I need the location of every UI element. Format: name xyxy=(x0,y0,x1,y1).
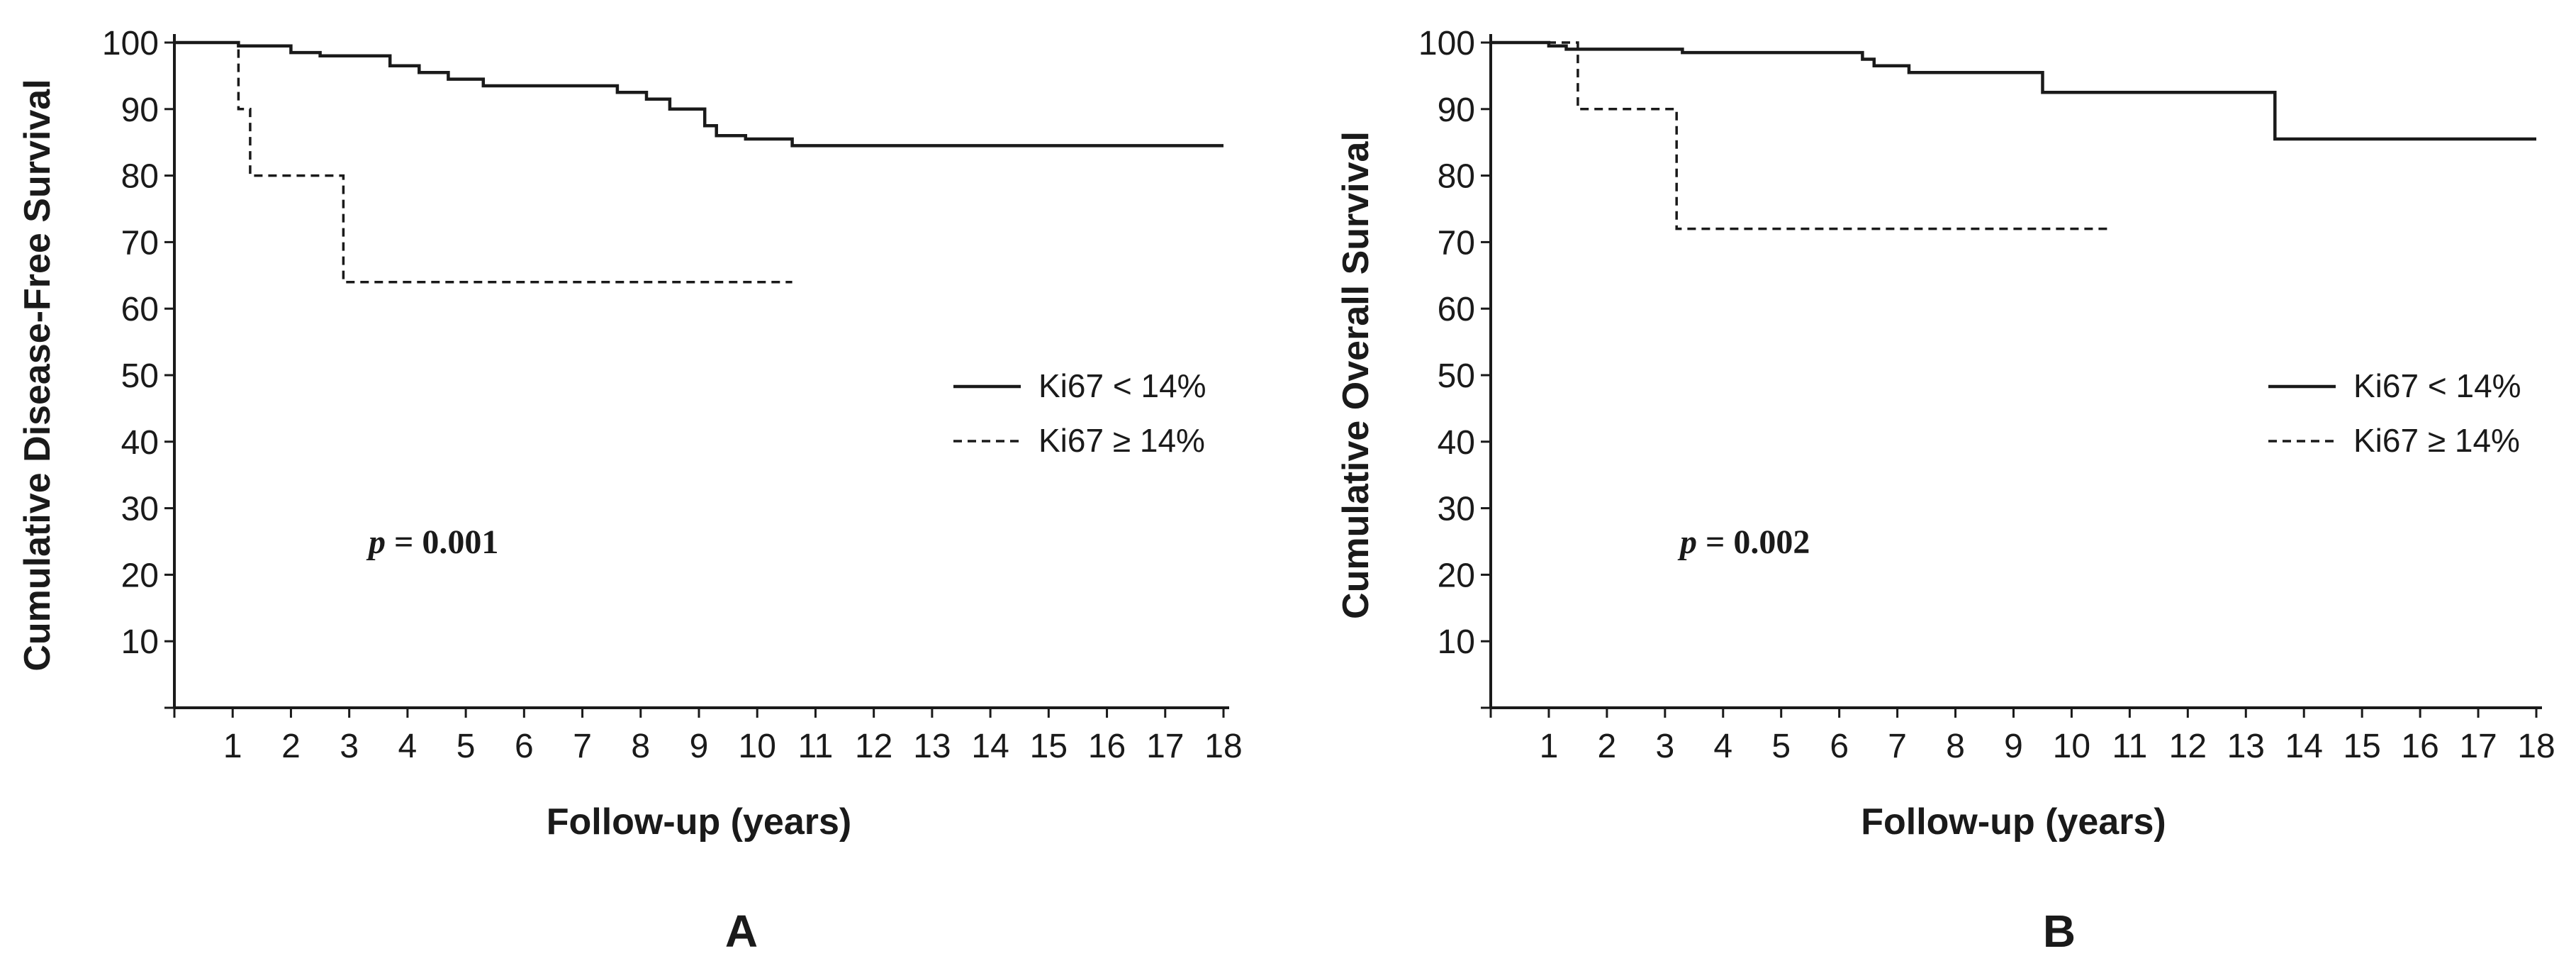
x-tick-label: 3 xyxy=(1655,728,1674,765)
p-value-annotation: p = 0.001 xyxy=(366,523,498,561)
y-tick-label: 30 xyxy=(121,491,159,528)
x-tick-label: 8 xyxy=(1946,728,1965,765)
p-value-annotation: p = 0.002 xyxy=(1677,523,1810,561)
y-tick-label: 80 xyxy=(121,158,159,196)
legend-label: Ki67 ≥ 14% xyxy=(2353,422,2520,459)
x-tick-label: 17 xyxy=(1146,728,1184,765)
p-value-text: = 0.002 xyxy=(1697,523,1810,561)
x-tick-label: 4 xyxy=(398,728,418,765)
y-tick-label: 10 xyxy=(121,623,159,661)
x-tick-label: 11 xyxy=(2112,728,2147,765)
x-axis-title: Follow-up (years) xyxy=(547,801,851,843)
legend-label: Ki67 < 14% xyxy=(1038,367,1206,404)
panel-letter: B xyxy=(2043,906,2076,956)
x-tick-label: 11 xyxy=(798,728,834,765)
panel-letter: A xyxy=(725,906,758,956)
x-tick-label: 10 xyxy=(739,728,776,765)
x-tick-label: 5 xyxy=(1771,728,1791,765)
y-tick-label: 50 xyxy=(121,357,159,395)
x-tick-label: 15 xyxy=(2343,728,2380,765)
x-tick-label: 6 xyxy=(1830,728,1849,765)
x-tick-label: 13 xyxy=(913,728,951,765)
y-tick-label: 90 xyxy=(1438,91,1475,129)
y-tick-label: 20 xyxy=(1438,557,1475,594)
y-tick-label: 70 xyxy=(1438,224,1475,262)
x-tick-label: 16 xyxy=(1088,728,1126,765)
x-tick-label: 7 xyxy=(1888,728,1907,765)
survival-curve-high-ki67 xyxy=(1491,41,2112,230)
legend-label: Ki67 < 14% xyxy=(2353,367,2521,404)
x-tick-label: 12 xyxy=(855,728,892,765)
p-value-symbol: p xyxy=(366,523,386,561)
x-tick-label: 17 xyxy=(2459,728,2497,765)
x-tick-label: 13 xyxy=(2227,728,2265,765)
y-axis-title: Cumulative Disease-Free Survival xyxy=(17,79,58,671)
x-tick-label: 10 xyxy=(2053,728,2090,765)
y-tick-label: 100 xyxy=(1418,25,1475,62)
x-tick-label: 12 xyxy=(2169,728,2207,765)
x-tick-label: 6 xyxy=(515,728,534,765)
y-tick-label: 10 xyxy=(1438,623,1475,661)
y-axis-title: Cumulative Overall Survival xyxy=(1335,131,1377,619)
y-tick-label: 60 xyxy=(1438,291,1475,328)
y-tick-label: 60 xyxy=(121,291,159,328)
y-tick-label: 40 xyxy=(121,424,159,462)
x-tick-label: 3 xyxy=(340,728,359,765)
x-tick-label: 18 xyxy=(2517,728,2555,765)
x-tick-label: 15 xyxy=(1030,728,1068,765)
x-tick-label: 8 xyxy=(631,728,650,765)
p-value-symbol: p xyxy=(1677,523,1697,561)
x-tick-label: 14 xyxy=(2285,728,2323,765)
x-tick-label: 1 xyxy=(223,728,242,765)
x-tick-label: 2 xyxy=(1598,728,1617,765)
survival-curve-low-ki67 xyxy=(1491,40,2536,141)
y-tick-label: 40 xyxy=(1438,424,1475,462)
y-tick-label: 80 xyxy=(1438,158,1475,196)
legend-label: Ki67 ≥ 14% xyxy=(1038,422,1205,459)
survival-curve-high-ki67 xyxy=(174,41,793,284)
x-tick-label: 9 xyxy=(2004,728,2023,765)
x-tick-label: 1 xyxy=(1540,728,1559,765)
y-tick-label: 90 xyxy=(121,91,159,129)
x-tick-label: 5 xyxy=(457,728,476,765)
x-tick-label: 18 xyxy=(1204,728,1242,765)
y-tick-label: 50 xyxy=(1438,357,1475,395)
y-tick-label: 20 xyxy=(121,557,159,594)
y-tick-label: 100 xyxy=(102,25,159,62)
x-tick-label: 16 xyxy=(2401,728,2438,765)
x-tick-label: 2 xyxy=(281,728,301,765)
x-tick-label: 9 xyxy=(690,728,709,765)
x-tick-label: 7 xyxy=(573,728,592,765)
survival-curve-low-ki67 xyxy=(174,40,1223,148)
y-tick-label: 70 xyxy=(121,224,159,262)
y-tick-label: 30 xyxy=(1438,491,1475,528)
x-axis-title: Follow-up (years) xyxy=(1861,801,2166,843)
p-value-text: = 0.001 xyxy=(386,523,498,561)
x-tick-label: 4 xyxy=(1713,728,1732,765)
x-tick-label: 14 xyxy=(971,728,1009,765)
